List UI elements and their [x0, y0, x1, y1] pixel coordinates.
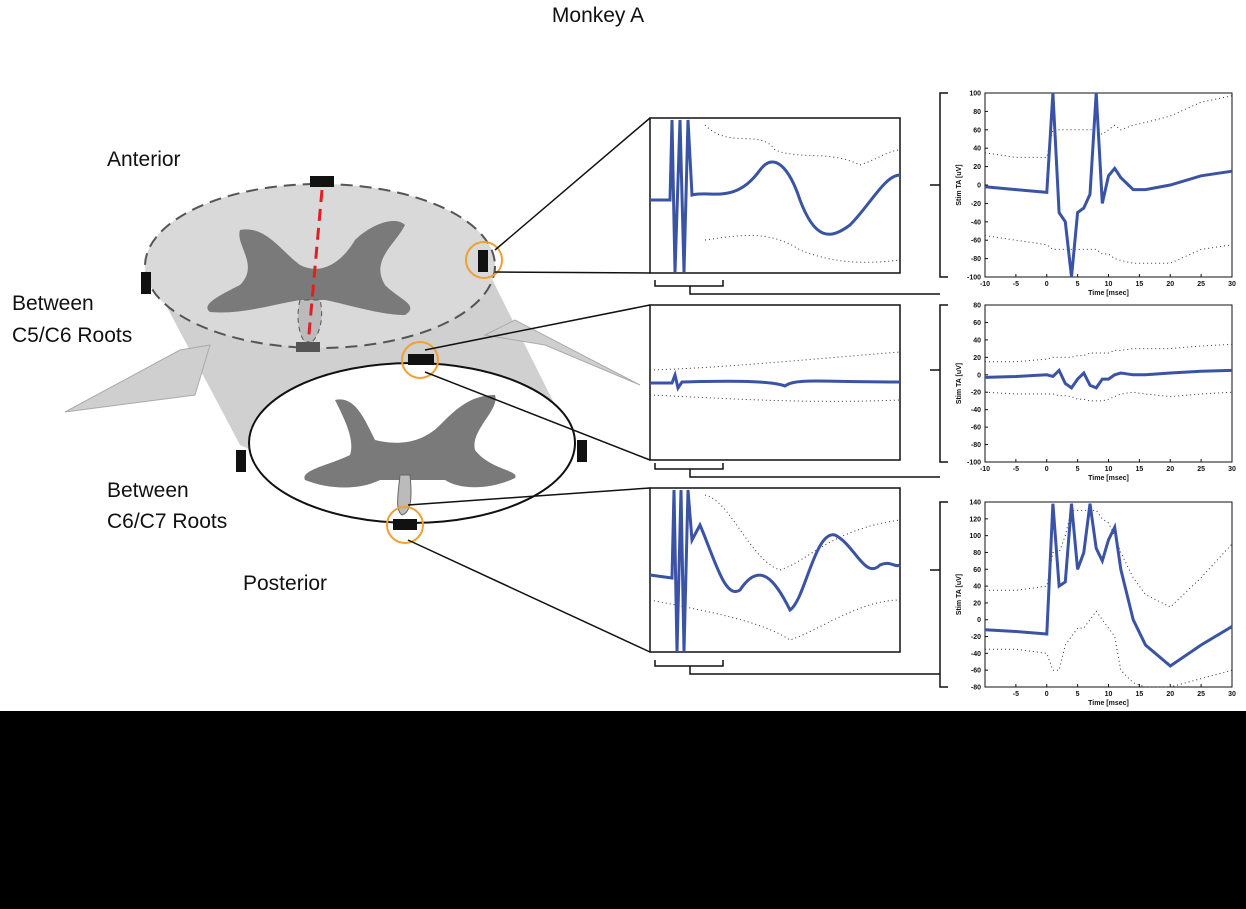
y-tick-label: 0	[977, 183, 981, 190]
x-axis-label: Time [msec]	[1088, 475, 1129, 482]
y-tick-label: 120	[969, 516, 981, 523]
x-axis-label: Time [msec]	[1088, 700, 1129, 707]
x-tick-label: 10	[1105, 281, 1113, 288]
zoom-panel	[650, 488, 900, 652]
x-axis-label: Time [msec]	[1088, 290, 1129, 297]
y-tick-label: 60	[973, 567, 981, 574]
y-tick-label: -60	[971, 238, 981, 245]
y-tick-label: -60	[971, 668, 981, 675]
black-band	[0, 711, 1246, 909]
label: Between	[107, 479, 189, 502]
electrode	[296, 342, 320, 352]
electrode	[236, 450, 246, 472]
y-tick-label: 20	[973, 355, 981, 362]
y-axis-label: Stim TA [uV]	[956, 574, 963, 615]
y-tick-label: 40	[973, 584, 981, 591]
y-tick-label: -80	[971, 442, 981, 449]
x-tick-label: 5	[1076, 691, 1080, 698]
figure: Monkey A Anterior Between C5/C6 Roots Be…	[0, 0, 1246, 909]
label: Posterior	[243, 572, 327, 595]
label: C6/C7 Roots	[107, 510, 227, 533]
label: C5/C6 Roots	[12, 324, 132, 347]
y-tick-label: 60	[973, 320, 981, 327]
x-tick-label: 25	[1197, 691, 1205, 698]
y-tick-label: -40	[971, 651, 981, 658]
y-tick-label: 60	[973, 127, 981, 134]
y-tick-label: 80	[973, 303, 981, 310]
x-tick-label: 10	[1105, 691, 1113, 698]
y-tick-label: 20	[973, 600, 981, 607]
x-tick-label: -5	[1013, 691, 1019, 698]
y-tick-label: -80	[971, 685, 981, 692]
y-axis-label: Stim TA [uV]	[956, 363, 963, 404]
x-tick-label: 10	[1105, 466, 1113, 473]
x-tick-label: 20	[1166, 281, 1174, 288]
label: Anterior	[107, 148, 181, 171]
x-tick-label: 15	[1135, 466, 1143, 473]
y-tick-label: -80	[971, 256, 981, 263]
electrode	[408, 354, 434, 365]
x-tick-label: 0	[1045, 281, 1049, 288]
y-tick-label: 100	[969, 91, 981, 98]
title: Monkey A	[552, 4, 644, 27]
x-tick-label: 5	[1076, 281, 1080, 288]
electrode	[577, 440, 587, 462]
x-tick-label: -5	[1013, 281, 1019, 288]
y-axis-label: Stim TA [uV]	[956, 164, 963, 205]
electrode	[478, 250, 488, 272]
x-tick-label: 15	[1135, 691, 1143, 698]
x-tick-label: 25	[1197, 466, 1205, 473]
x-tick-label: 5	[1076, 466, 1080, 473]
x-tick-label: 25	[1197, 281, 1205, 288]
electrode	[141, 272, 151, 294]
x-tick-label: 30	[1228, 466, 1236, 473]
y-tick-label: 40	[973, 337, 981, 344]
y-tick-label: -20	[971, 390, 981, 397]
x-tick-label: 0	[1045, 691, 1049, 698]
x-tick-label: 20	[1166, 691, 1174, 698]
y-tick-label: -20	[971, 634, 981, 641]
x-tick-label: 15	[1135, 281, 1143, 288]
y-tick-label: 80	[973, 109, 981, 116]
y-tick-label: 80	[973, 550, 981, 557]
electrode	[310, 176, 334, 187]
page: Monkey A Anterior Between C5/C6 Roots Be…	[0, 0, 1246, 909]
y-tick-label: -20	[971, 201, 981, 208]
y-tick-label: 140	[969, 500, 981, 507]
x-tick-label: 30	[1228, 691, 1236, 698]
x-tick-label: -5	[1013, 466, 1019, 473]
x-tick-label: 0	[1045, 466, 1049, 473]
zoom-panel	[650, 305, 900, 460]
zoom-panel	[650, 118, 900, 273]
electrode	[393, 519, 417, 530]
x-tick-label: 20	[1166, 466, 1174, 473]
y-tick-label: 40	[973, 146, 981, 153]
x-tick-label: 30	[1228, 281, 1236, 288]
y-tick-label: 0	[977, 372, 981, 379]
y-tick-label: 100	[969, 533, 981, 540]
y-tick-label: 0	[977, 617, 981, 624]
y-tick-label: -40	[971, 219, 981, 226]
label: Between	[12, 292, 94, 315]
y-tick-label: -40	[971, 407, 981, 414]
x-tick-label: -10	[980, 466, 990, 473]
y-tick-label: -60	[971, 425, 981, 432]
x-tick-label: -10	[980, 281, 990, 288]
y-tick-label: 20	[973, 164, 981, 171]
